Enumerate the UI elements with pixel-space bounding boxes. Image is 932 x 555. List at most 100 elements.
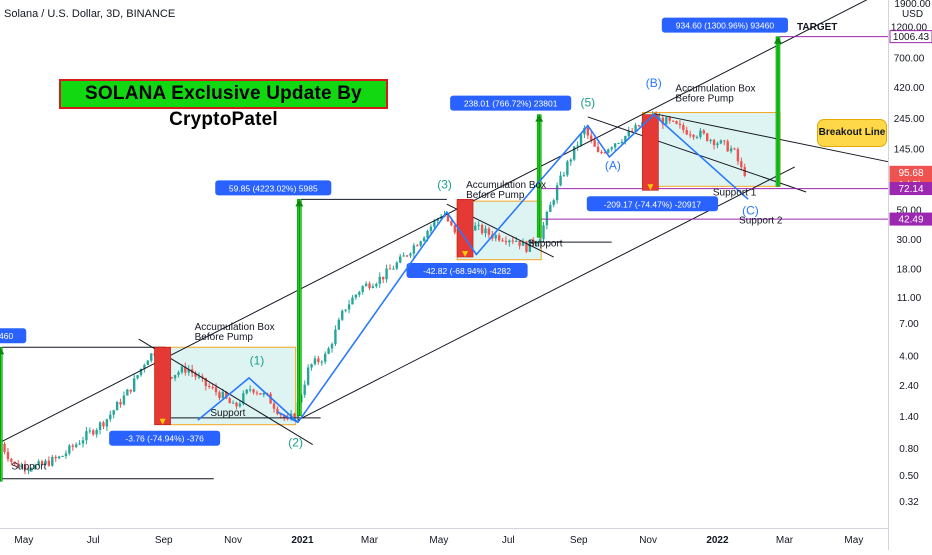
support-label: Support	[11, 462, 46, 473]
candle-body	[3, 443, 6, 452]
gain-arrow-head	[0, 347, 5, 355]
candle-body	[538, 239, 542, 242]
candle-body	[733, 148, 736, 150]
candle-body	[569, 159, 572, 162]
candle-body	[692, 134, 695, 138]
candle-body	[385, 268, 388, 280]
candle-body	[487, 228, 491, 235]
candle-body	[528, 239, 532, 252]
y-tick-label: 2.40	[899, 381, 919, 392]
x-tick-label: Sep	[155, 535, 173, 546]
candle-body	[109, 414, 112, 420]
candle-body	[44, 460, 47, 465]
candle-body	[416, 245, 419, 247]
candle-body	[10, 459, 13, 462]
candle-body	[255, 392, 259, 394]
candle-body	[719, 140, 723, 144]
candle-body	[30, 469, 34, 471]
candle-body	[555, 185, 559, 201]
candle-body	[743, 167, 746, 176]
candle-body	[518, 240, 521, 246]
candle-body	[559, 175, 562, 186]
measure-badge	[215, 180, 332, 196]
candle-body	[515, 240, 518, 242]
y-tick-label: 145.00	[894, 144, 925, 155]
candle-body	[98, 422, 102, 430]
price-axis-badge-text: 1006.43	[893, 32, 930, 43]
candle-body	[92, 430, 95, 435]
candle-body	[194, 372, 197, 377]
candle-body	[433, 220, 436, 227]
candle-body	[16, 463, 20, 468]
candle-body	[225, 391, 228, 399]
candle-body	[129, 389, 132, 392]
candle-body	[208, 386, 211, 388]
wave-label: (2)	[288, 436, 303, 450]
candle-body	[497, 235, 501, 241]
symbol-header: Solana / U.S. Dollar, 3D, BINANCE	[4, 8, 176, 20]
measure-badge-text: 4.60 (937.01%) 460	[0, 331, 13, 341]
candle-body	[364, 283, 368, 287]
measure-badge-text: 934.60 (1300.96%) 93460	[676, 21, 775, 31]
candle-body	[54, 456, 57, 459]
candle-body	[228, 398, 231, 404]
candle-body	[119, 401, 122, 405]
candle-body	[146, 360, 150, 365]
candle-body	[576, 145, 579, 147]
candle-body	[521, 241, 525, 246]
x-tick-label: Jul	[502, 535, 515, 546]
candle-body	[607, 149, 610, 153]
measure-badge-text: -42.82 (-68.94%) -4282	[423, 266, 511, 276]
accumulation-box	[154, 346, 297, 426]
y-tick-label: 4.00	[899, 351, 919, 362]
candle-body	[450, 221, 453, 226]
x-tick-label: 2021	[291, 535, 314, 546]
x-tick-label: Nov	[224, 535, 242, 546]
price-scale-header: 1900.00 USD	[893, 0, 932, 20]
candle-body	[245, 389, 248, 394]
candle-body	[392, 268, 395, 270]
accumulation-box-label: Before Pump	[675, 93, 734, 104]
candle-body	[688, 134, 692, 136]
price-axis-pane	[888, 0, 932, 550]
candle-body	[347, 304, 351, 310]
headline-banner: SOLANA Exclusive Update By CryptoPatel	[59, 79, 388, 130]
candle-body	[501, 240, 504, 242]
y-tick-label: 245.00	[894, 114, 925, 125]
candle-body	[665, 117, 668, 125]
candle-body	[480, 224, 484, 234]
candle-body	[242, 393, 245, 404]
candle-body	[320, 361, 323, 363]
candle-body	[446, 214, 450, 222]
breakout-line-callout: Breakout Line	[817, 119, 887, 147]
candle-body	[671, 120, 675, 122]
y-tick-label: 1200.00	[891, 22, 928, 33]
candle-body	[371, 286, 375, 289]
candle-body	[740, 161, 743, 168]
candle-body	[682, 124, 685, 131]
target-label: TARGET	[797, 22, 837, 33]
candle-body	[51, 456, 54, 466]
x-tick-label: Mar	[776, 535, 794, 546]
price-axis-badge	[889, 182, 932, 196]
candle-body	[330, 344, 334, 349]
candle-body	[474, 225, 477, 231]
price-axis-badge-text: 72.14	[898, 184, 923, 195]
candle-body	[286, 418, 289, 420]
candle-body	[596, 146, 600, 152]
candle-body	[422, 237, 426, 242]
candle-body	[627, 130, 630, 136]
candle-body	[37, 461, 40, 465]
candle-body	[610, 147, 613, 150]
candle-body	[344, 309, 347, 311]
candle-body	[712, 139, 716, 146]
candle-body	[545, 211, 549, 226]
accumulation-box-label: Before Pump	[466, 190, 525, 201]
candle-body	[630, 130, 634, 132]
candle-body	[405, 255, 409, 257]
candle-body	[64, 453, 68, 456]
candle-body	[706, 133, 709, 141]
y-tick-label: 420.00	[894, 83, 925, 94]
candle-body	[477, 224, 480, 226]
